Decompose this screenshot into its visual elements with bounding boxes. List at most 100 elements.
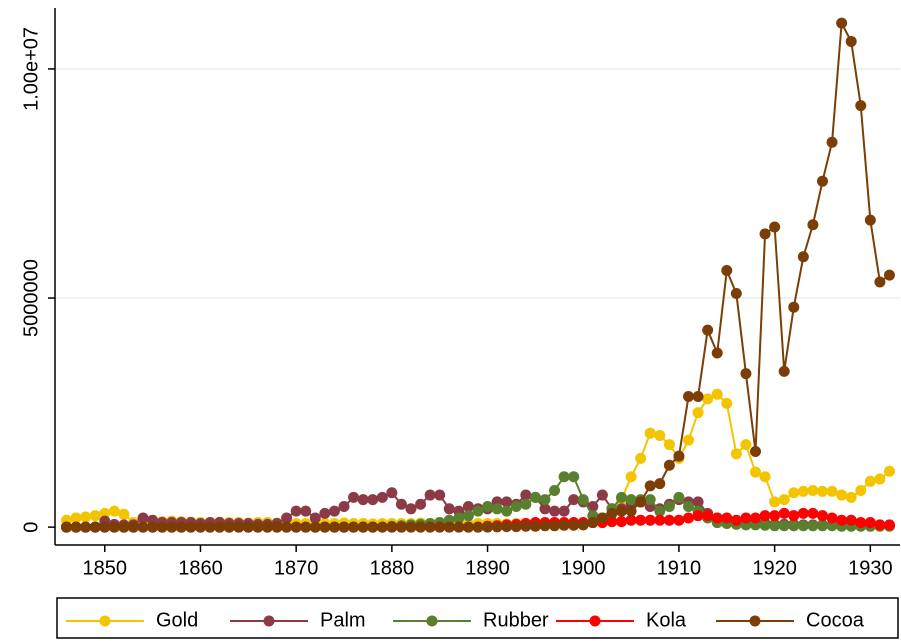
point bbox=[663, 439, 675, 451]
x-tick-label: 1910 bbox=[657, 557, 702, 579]
point bbox=[740, 368, 752, 380]
point bbox=[89, 521, 101, 533]
point bbox=[549, 505, 561, 517]
point bbox=[175, 521, 187, 533]
y-tick-label: 1.00e+07 bbox=[20, 27, 42, 111]
legend-label: Gold bbox=[156, 609, 198, 631]
point bbox=[778, 365, 790, 377]
point bbox=[759, 228, 771, 240]
point bbox=[328, 505, 340, 517]
point bbox=[549, 484, 561, 496]
legend-marker bbox=[426, 615, 438, 627]
point bbox=[711, 388, 723, 400]
point bbox=[501, 496, 513, 508]
point bbox=[788, 520, 800, 532]
point bbox=[357, 494, 369, 506]
point bbox=[60, 521, 72, 533]
point bbox=[749, 512, 761, 524]
legend-marker bbox=[99, 615, 111, 627]
point bbox=[290, 521, 302, 533]
point bbox=[855, 517, 867, 529]
point bbox=[395, 521, 407, 533]
point bbox=[816, 485, 828, 497]
point bbox=[108, 521, 120, 533]
legend-label: Kola bbox=[646, 609, 687, 631]
point bbox=[338, 501, 350, 513]
point bbox=[405, 503, 417, 515]
point bbox=[616, 505, 628, 517]
point bbox=[462, 521, 474, 533]
point bbox=[281, 512, 293, 524]
point bbox=[692, 496, 704, 508]
point bbox=[874, 276, 886, 288]
point bbox=[491, 521, 503, 533]
point bbox=[692, 510, 704, 522]
point bbox=[616, 491, 628, 503]
point bbox=[749, 466, 761, 478]
x-tick-label: 1920 bbox=[752, 557, 797, 579]
point bbox=[386, 521, 398, 533]
point bbox=[482, 521, 494, 533]
point bbox=[309, 512, 321, 524]
point bbox=[759, 471, 771, 483]
point bbox=[654, 478, 666, 490]
point bbox=[721, 512, 733, 524]
point bbox=[740, 439, 752, 451]
point bbox=[845, 35, 857, 47]
point bbox=[319, 521, 331, 533]
point bbox=[405, 521, 417, 533]
point bbox=[386, 487, 398, 499]
point bbox=[118, 508, 130, 520]
point bbox=[137, 512, 149, 524]
point bbox=[816, 520, 828, 532]
point bbox=[663, 514, 675, 526]
point bbox=[683, 391, 695, 403]
point bbox=[673, 491, 685, 503]
point bbox=[826, 512, 838, 524]
point bbox=[730, 448, 742, 460]
point bbox=[883, 519, 895, 531]
point bbox=[587, 517, 599, 529]
point bbox=[300, 505, 312, 517]
point bbox=[549, 520, 561, 532]
point bbox=[376, 491, 388, 503]
point bbox=[309, 521, 321, 533]
point bbox=[711, 347, 723, 359]
point bbox=[702, 324, 714, 336]
point bbox=[185, 521, 197, 533]
point bbox=[482, 501, 494, 513]
point bbox=[223, 521, 235, 533]
point bbox=[836, 17, 848, 29]
point bbox=[711, 512, 723, 524]
point bbox=[692, 391, 704, 403]
point bbox=[462, 510, 474, 522]
point bbox=[654, 429, 666, 441]
point bbox=[864, 475, 876, 487]
point bbox=[625, 514, 637, 526]
point bbox=[80, 521, 92, 533]
point bbox=[644, 514, 656, 526]
point bbox=[730, 287, 742, 299]
point bbox=[415, 498, 427, 510]
point bbox=[156, 521, 168, 533]
point bbox=[462, 501, 474, 513]
point bbox=[730, 514, 742, 526]
point bbox=[797, 251, 809, 263]
point bbox=[826, 520, 838, 532]
x-tick-label: 1900 bbox=[561, 557, 606, 579]
point bbox=[300, 521, 312, 533]
point bbox=[769, 221, 781, 233]
point bbox=[510, 501, 522, 513]
point bbox=[118, 521, 130, 533]
point bbox=[816, 175, 828, 187]
point bbox=[807, 507, 819, 519]
point bbox=[616, 516, 628, 528]
point bbox=[568, 519, 580, 531]
point bbox=[194, 521, 206, 533]
point bbox=[539, 494, 551, 506]
point bbox=[702, 393, 714, 405]
point bbox=[271, 521, 283, 533]
point bbox=[644, 480, 656, 492]
point bbox=[778, 507, 790, 519]
x-tick-label: 1860 bbox=[178, 557, 223, 579]
